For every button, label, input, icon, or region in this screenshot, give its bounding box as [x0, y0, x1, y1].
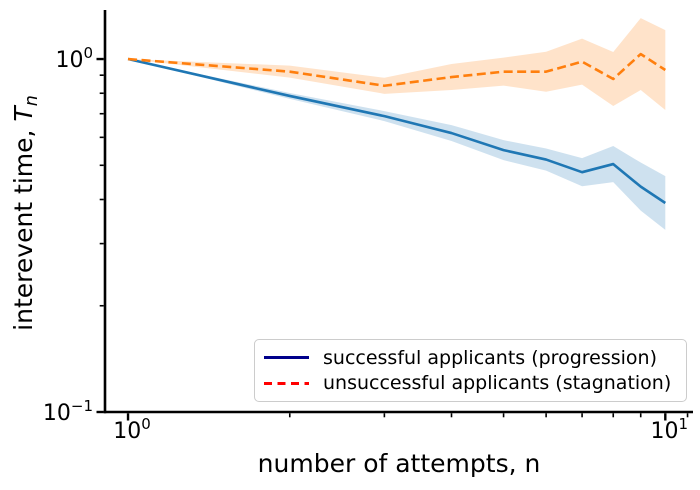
legend-item-unsuccessful: unsuccessful applicants (stagnation)	[264, 372, 677, 394]
x-tick-label: 101	[651, 415, 689, 444]
series-successful-line	[127, 57, 667, 205]
y-axis-label-symbol: T	[9, 106, 38, 122]
y-tick-label: 100	[55, 44, 93, 73]
y-axis-label-text: interevent time,	[9, 121, 38, 331]
legend-label-successful: successful applicants (progression)	[323, 346, 658, 369]
legend-line-sample-solid	[264, 356, 309, 360]
legend-label-unsuccessful: unsuccessful applicants (stagnation)	[323, 372, 672, 395]
x-axis-label: number of attempts, n	[257, 449, 541, 478]
x-tick-label: 100	[113, 415, 151, 444]
legend-box: successful applicants (progression) unsu…	[254, 339, 687, 402]
legend-item-successful: successful applicants (progression)	[264, 347, 677, 369]
series-unsuccessful-band	[128, 18, 666, 111]
y-axis-label-subscript: n	[21, 95, 42, 107]
legend-line-sample-dashed	[264, 381, 309, 385]
series-unsuccessful-line	[127, 52, 667, 88]
y-tick-label: 10−1	[43, 397, 93, 426]
y-axis-label: interevent time, Tn	[9, 3, 43, 423]
